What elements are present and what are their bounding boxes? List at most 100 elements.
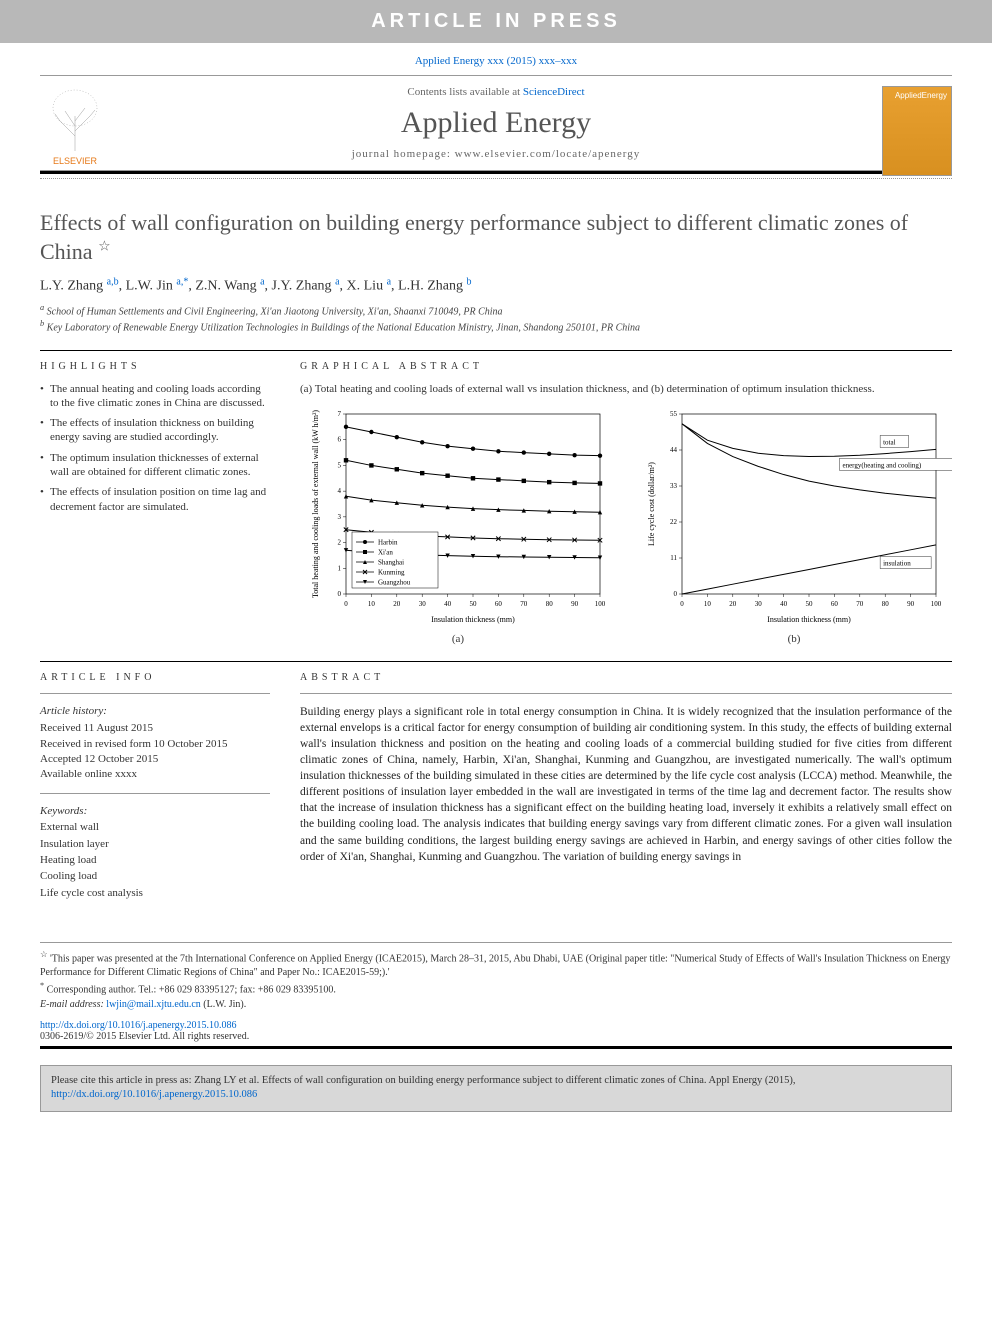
elsevier-logo: ELSEVIER (40, 86, 110, 166)
abstract-text: Building energy plays a significant role… (300, 704, 952, 865)
svg-text:70: 70 (856, 600, 864, 608)
svg-text:0: 0 (344, 600, 348, 608)
svg-text:30: 30 (419, 600, 427, 608)
highlight-item: The effects of insulation thickness on b… (40, 416, 270, 445)
masthead: ELSEVIER AppliedEnergy Contents lists av… (40, 75, 952, 171)
copyright-line: 0306-2619/© 2015 Elsevier Ltd. All right… (40, 1031, 249, 1042)
svg-text:10: 10 (704, 600, 712, 608)
svg-text:44: 44 (670, 446, 678, 454)
highlights-list: The annual heating and cooling loads acc… (40, 382, 270, 514)
article-in-press-banner: ARTICLE IN PRESS (0, 0, 992, 43)
svg-text:50: 50 (806, 600, 814, 608)
chart-a-sublabel: (a) (300, 633, 616, 645)
svg-text:Kunming: Kunming (378, 568, 405, 576)
article-info-heading: ARTICLE INFO (40, 672, 270, 683)
elsevier-text: ELSEVIER (53, 156, 98, 166)
svg-text:80: 80 (546, 600, 554, 608)
svg-text:total: total (883, 438, 895, 446)
svg-text:60: 60 (831, 600, 839, 608)
sciencedirect-link[interactable]: ScienceDirect (523, 86, 585, 98)
article-history-heading: Article history: (40, 704, 270, 719)
svg-text:Total heating and cooling load: Total heating and cooling loads of exter… (311, 409, 320, 597)
history-line: Available online xxxx (40, 767, 270, 782)
keyword: Cooling load (40, 869, 270, 884)
svg-text:6: 6 (338, 436, 342, 444)
svg-text:Insulation thickness (mm): Insulation thickness (mm) (431, 615, 515, 624)
svg-text:90: 90 (907, 600, 915, 608)
chart-b-sublabel: (b) (636, 633, 952, 645)
svg-text:7: 7 (338, 410, 342, 418)
keywords-list: External wallInsulation layerHeating loa… (40, 820, 270, 901)
journal-name: Applied Energy (40, 106, 952, 140)
svg-text:40: 40 (780, 600, 788, 608)
svg-text:insulation: insulation (883, 559, 911, 567)
title-footnote-marker: ☆ (98, 239, 111, 254)
svg-text:40: 40 (444, 600, 452, 608)
citation-line: Applied Energy xxx (2015) xxx–xxx (40, 55, 952, 67)
svg-text:5: 5 (338, 461, 342, 469)
svg-text:Insulation thickness (mm): Insulation thickness (mm) (767, 615, 851, 624)
svg-text:33: 33 (670, 482, 678, 490)
graphical-abstract-heading: GRAPHICAL ABSTRACT (300, 361, 952, 372)
highlight-item: The annual heating and cooling loads acc… (40, 382, 270, 411)
svg-text:Guangzhou: Guangzhou (378, 578, 411, 586)
history-line: Received 11 August 2015 (40, 721, 270, 736)
footnote-corresponding: Corresponding author. Tel.: +86 029 8339… (47, 985, 336, 996)
highlight-item: The optimum insulation thicknesses of ex… (40, 451, 270, 480)
svg-text:Xi'an: Xi'an (378, 548, 393, 556)
keyword: External wall (40, 820, 270, 835)
footnotes: ☆ 'This paper was presented at the 7th I… (40, 942, 952, 1012)
svg-text:60: 60 (495, 600, 503, 608)
svg-text:100: 100 (595, 600, 606, 608)
chart-b: 010203040506070809010001122334455Insulat… (636, 406, 952, 626)
svg-text:100: 100 (931, 600, 942, 608)
email-label: E-mail address: (40, 999, 104, 1010)
keywords-heading: Keywords: (40, 804, 270, 819)
affiliation: a School of Human Settlements and Civil … (40, 303, 952, 317)
svg-text:0: 0 (674, 590, 678, 598)
doi-link[interactable]: http://dx.doi.org/10.1016/j.apenergy.201… (40, 1020, 236, 1031)
svg-text:Life cycle cost (dollar/m²): Life cycle cost (dollar/m²) (647, 462, 656, 546)
email-name: (L.W. Jin). (203, 999, 246, 1010)
svg-text:22: 22 (670, 518, 678, 526)
cite-box: Please cite this article in press as: Zh… (40, 1065, 952, 1112)
abstract-heading: ABSTRACT (300, 672, 952, 683)
keyword: Life cycle cost analysis (40, 886, 270, 901)
graphical-abstract-caption: (a) Total heating and cooling loads of e… (300, 382, 952, 396)
svg-text:2: 2 (338, 538, 342, 546)
svg-text:1: 1 (338, 564, 342, 572)
corresponding-email[interactable]: lwjin@mail.xjtu.edu.cn (106, 999, 200, 1010)
svg-text:10: 10 (368, 600, 376, 608)
history-line: Received in revised form 10 October 2015 (40, 737, 270, 752)
svg-text:energy(heating and cooling): energy(heating and cooling) (842, 461, 921, 469)
highlights-heading: HIGHLIGHTS (40, 361, 270, 372)
citation-link[interactable]: Applied Energy xxx (2015) xxx–xxx (415, 55, 577, 67)
article-title: Effects of wall configuration on buildin… (40, 209, 952, 266)
contents-prefix: Contents lists available at (407, 86, 522, 98)
article-history: Received 11 August 2015Received in revis… (40, 721, 270, 783)
svg-text:11: 11 (670, 554, 677, 562)
svg-text:20: 20 (393, 600, 401, 608)
svg-text:4: 4 (338, 487, 342, 495)
homepage-prefix: journal homepage: (352, 148, 455, 160)
history-line: Accepted 12 October 2015 (40, 752, 270, 767)
keyword: Insulation layer (40, 837, 270, 852)
svg-text:90: 90 (571, 600, 579, 608)
cite-box-link[interactable]: http://dx.doi.org/10.1016/j.apenergy.201… (51, 1089, 257, 1100)
svg-text:Shanghai: Shanghai (378, 558, 404, 566)
svg-text:50: 50 (470, 600, 478, 608)
svg-text:0: 0 (680, 600, 684, 608)
chart-a: 010203040506070809010001234567Insulation… (300, 406, 616, 626)
highlight-item: The effects of insulation position on ti… (40, 485, 270, 514)
svg-text:70: 70 (520, 600, 528, 608)
homepage-url[interactable]: www.elsevier.com/locate/apenergy (455, 148, 641, 160)
svg-text:30: 30 (755, 600, 763, 608)
doi-block: http://dx.doi.org/10.1016/j.apenergy.201… (40, 1020, 952, 1049)
journal-cover-thumb: AppliedEnergy (882, 86, 952, 176)
affiliation: b Key Laboratory of Renewable Energy Uti… (40, 319, 952, 333)
svg-text:55: 55 (670, 410, 678, 418)
svg-text:0: 0 (338, 590, 342, 598)
svg-text:Harbin: Harbin (378, 538, 398, 546)
authors-line: L.Y. Zhang a,b, L.W. Jin a,*, Z.N. Wang … (40, 276, 952, 295)
footnote-star: 'This paper was presented at the 7th Int… (40, 953, 950, 978)
